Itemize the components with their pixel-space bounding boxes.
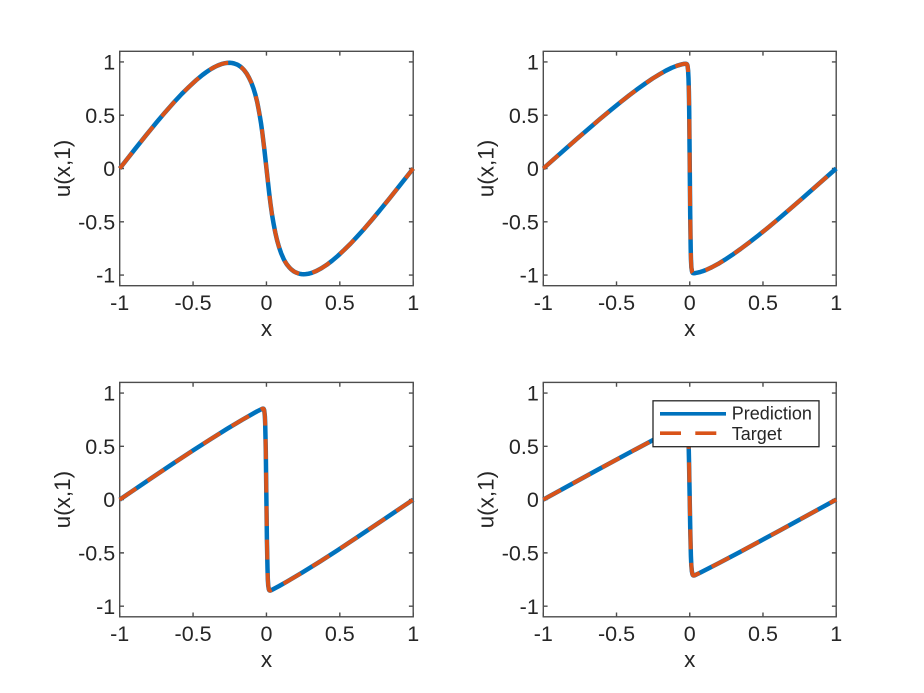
svg-text:-1: -1 [520,595,539,619]
svg-text:-1: -1 [110,622,129,646]
svg-text:1: 1 [103,51,115,75]
svg-text:0.5: 0.5 [85,435,115,459]
svg-text:Target: Target [732,424,782,444]
svg-text:1: 1 [527,51,539,75]
svg-text:0: 0 [103,157,115,181]
svg-text:-1: -1 [534,291,553,315]
svg-text:-0.5: -0.5 [502,541,539,565]
svg-text:0: 0 [103,488,115,512]
svg-text:x: x [684,316,696,341]
svg-text:0: 0 [260,291,272,315]
svg-text:0.5: 0.5 [509,104,539,128]
svg-text:0: 0 [684,622,696,646]
svg-text:1: 1 [830,291,842,315]
svg-text:1: 1 [103,382,115,406]
svg-text:0.5: 0.5 [325,291,355,315]
svg-text:u(x,1): u(x,1) [474,471,499,529]
svg-text:u(x,1): u(x,1) [50,140,75,198]
svg-text:1: 1 [527,382,539,406]
svg-text:-0.5: -0.5 [78,210,115,234]
svg-text:-1: -1 [96,595,115,619]
svg-text:x: x [261,316,273,341]
svg-text:-1: -1 [96,264,115,288]
svg-text:-1: -1 [534,622,553,646]
svg-text:0.5: 0.5 [748,291,778,315]
svg-text:-0.5: -0.5 [598,291,635,315]
svg-text:0.5: 0.5 [748,622,778,646]
svg-text:u(x,1): u(x,1) [50,471,75,529]
svg-text:-1: -1 [110,291,129,315]
svg-text:-0.5: -0.5 [175,291,212,315]
svg-text:-0.5: -0.5 [78,541,115,565]
svg-text:0: 0 [527,157,539,181]
svg-text:1: 1 [830,622,842,646]
svg-text:0: 0 [527,488,539,512]
svg-text:1: 1 [407,291,419,315]
svg-text:0: 0 [260,622,272,646]
svg-text:x: x [684,647,696,672]
svg-text:0: 0 [684,291,696,315]
svg-text:-0.5: -0.5 [175,622,212,646]
svg-text:x: x [261,647,273,672]
svg-text:Prediction: Prediction [732,404,812,424]
svg-text:u(x,1): u(x,1) [474,140,499,198]
svg-text:0.5: 0.5 [85,104,115,128]
svg-text:0.5: 0.5 [509,435,539,459]
svg-text:-0.5: -0.5 [502,210,539,234]
svg-text:-0.5: -0.5 [598,622,635,646]
svg-text:-1: -1 [520,264,539,288]
svg-text:1: 1 [407,622,419,646]
svg-text:0.5: 0.5 [325,622,355,646]
